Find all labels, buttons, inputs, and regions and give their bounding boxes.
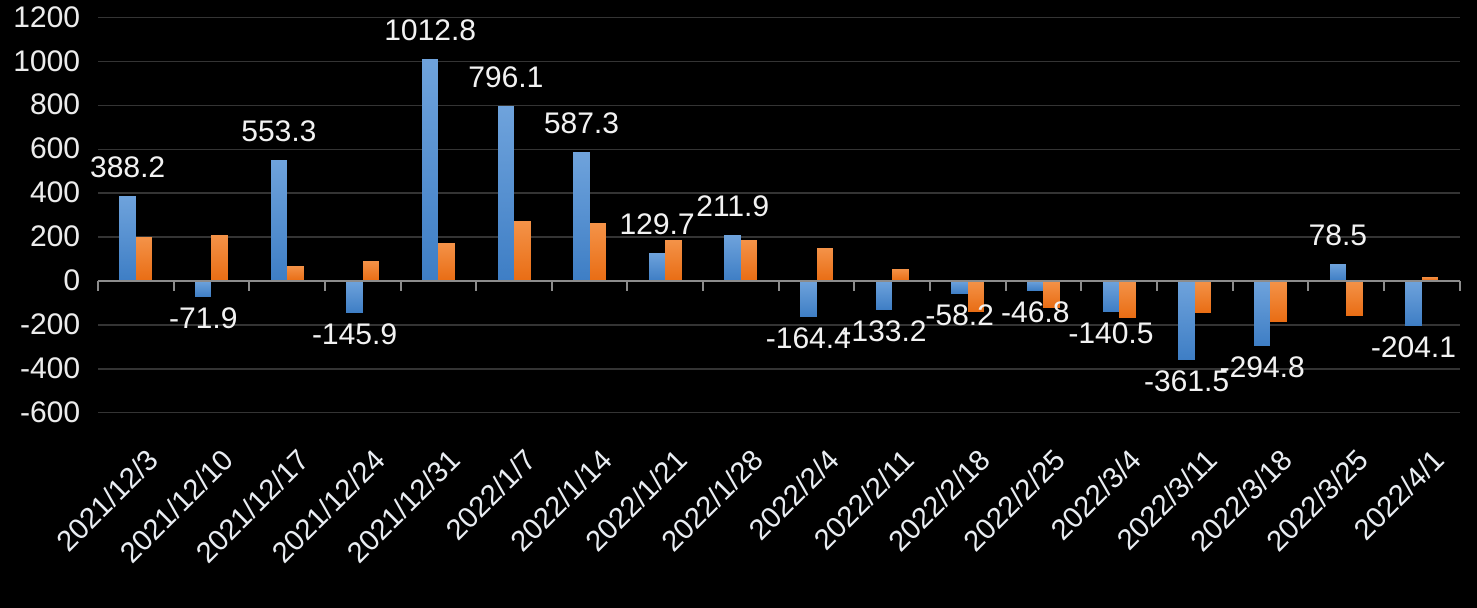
orange-bar	[816, 248, 834, 281]
axis-tick	[929, 281, 932, 291]
y-axis-label: 0	[63, 264, 80, 297]
blue-bar	[194, 281, 212, 297]
data-label: -164.4	[765, 322, 851, 356]
y-axis-label: 400	[29, 176, 80, 210]
data-label: 129.7	[619, 207, 695, 241]
axis-tick	[248, 281, 251, 291]
data-label: 553.3	[241, 114, 317, 148]
blue-bar	[1178, 281, 1195, 361]
axis-tick	[475, 281, 478, 291]
orange-bar	[135, 236, 153, 281]
data-label: 796.1	[468, 61, 544, 95]
blue-bar	[1329, 263, 1347, 281]
data-label: -133.2	[841, 315, 927, 349]
axis-tick	[777, 281, 780, 291]
x-axis-line	[98, 280, 1460, 282]
blue-bar	[724, 234, 741, 281]
blue-bar	[1026, 281, 1044, 292]
gridline	[98, 368, 1460, 370]
axis-tick	[1004, 281, 1007, 291]
data-label: 211.9	[696, 189, 770, 223]
orange-bar	[892, 268, 909, 281]
y-axis-label: 1000	[13, 44, 80, 78]
gridline	[98, 16, 1460, 19]
orange-bar	[211, 234, 228, 281]
data-label: 587.3	[543, 107, 619, 141]
gridline	[98, 411, 1460, 414]
data-label: -140.5	[1068, 316, 1154, 350]
y-axis-label: 600	[29, 132, 80, 166]
orange-bar	[438, 243, 455, 281]
blue-bar	[270, 159, 288, 281]
data-label: -294.8	[1219, 350, 1305, 384]
orange-bar	[287, 266, 304, 281]
data-label: -145.9	[311, 318, 398, 351]
orange-bar	[589, 222, 607, 281]
gridline	[98, 236, 1460, 238]
orange-bar	[1043, 281, 1060, 309]
orange-bar	[740, 239, 758, 281]
axis-tick	[1307, 281, 1310, 291]
blue-bar	[951, 281, 968, 294]
axis-tick	[1458, 281, 1461, 291]
orange-bar	[1346, 281, 1363, 317]
y-axis-label: 800	[29, 88, 80, 122]
blue-bar	[1253, 281, 1271, 346]
data-label: 388.2	[90, 150, 166, 184]
axis-tick	[1382, 281, 1385, 291]
blue-bar	[800, 281, 817, 318]
blue-bar	[875, 281, 893, 311]
axis-tick	[1231, 281, 1234, 291]
bar-chart: 1200 1000 800 600 400 200 0 -200 -400 -600 388.2 20…	[13, 0, 1461, 569]
axis-tick	[1155, 281, 1158, 291]
orange-bar	[362, 261, 380, 281]
blue-bar	[346, 281, 363, 313]
blue-bar	[1405, 281, 1422, 326]
y-axis-label: -400	[19, 351, 80, 385]
orange-bar	[514, 221, 531, 281]
gridline	[98, 148, 1460, 151]
blue-bar	[648, 252, 666, 281]
gridline	[98, 60, 1460, 63]
data-label: -204.1	[1370, 330, 1456, 364]
blue-bar	[497, 106, 514, 281]
orange-bar	[1194, 281, 1212, 314]
y-axis-label: 1200	[13, 0, 80, 34]
y-axis-label: -600	[19, 395, 80, 429]
data-label: -361.5	[1143, 365, 1230, 399]
data-label: 1012.8	[384, 13, 476, 47]
blue-bar	[421, 58, 439, 281]
blue-bar	[119, 195, 136, 281]
orange-bar	[1421, 277, 1439, 281]
axis-tick	[172, 281, 175, 291]
y-axis-label: 200	[29, 220, 80, 254]
orange-bar	[665, 240, 682, 281]
blue-bar	[1102, 281, 1120, 312]
data-label: 78.5	[1308, 218, 1367, 252]
gridline	[98, 324, 1460, 326]
axis-tick	[702, 281, 705, 291]
axis-tick	[550, 281, 553, 291]
axis-tick	[399, 281, 402, 291]
axis-tick	[626, 281, 629, 291]
data-label: -46.8	[1001, 296, 1070, 330]
axis-tick	[853, 281, 856, 291]
data-label: -58.2	[925, 298, 994, 332]
data-label: -71.9	[169, 301, 238, 335]
orange-bar	[1270, 281, 1287, 322]
orange-bar	[967, 281, 985, 312]
gridline	[98, 192, 1460, 194]
gridline	[98, 104, 1460, 107]
axis-tick	[323, 281, 326, 291]
orange-bar	[1119, 281, 1136, 319]
blue-bar	[573, 152, 590, 281]
y-axis-label: -200	[19, 307, 80, 341]
axis-tick	[97, 281, 99, 291]
axis-tick	[1080, 281, 1083, 291]
